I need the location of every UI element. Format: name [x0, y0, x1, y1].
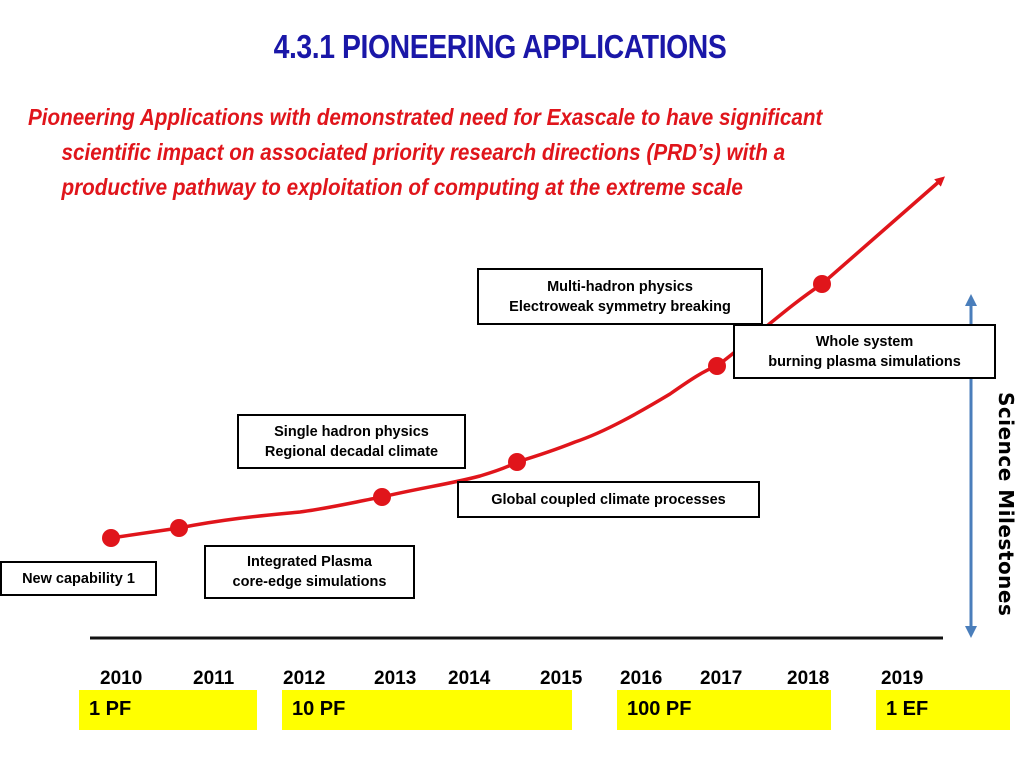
box-line: Global coupled climate processes [491, 491, 726, 508]
page-title: 4.3.1 PIONEERING APPLICATIONS [273, 28, 727, 65]
box-line: New capability 1 [22, 570, 135, 587]
box-line: Integrated Plasma [247, 554, 372, 570]
year-label: 2012 [283, 668, 326, 689]
milestone-dot [508, 453, 526, 471]
year-label: 2019 [881, 668, 924, 689]
performance-badge-1ef: 1 EF [876, 690, 1010, 730]
year-label: 2015 [540, 668, 583, 689]
box-global-climate: Global coupled climate processes [457, 481, 760, 518]
year-label: 2016 [620, 668, 663, 689]
performance-badge-10pf: 10 PF [282, 690, 572, 730]
year-label: 2014 [448, 668, 491, 689]
box-whole-system: Whole system burning plasma simulations [733, 324, 996, 379]
subtitle-line-1: Pioneering Applications with demonstrate… [28, 104, 823, 130]
box-line: Whole system [815, 333, 914, 350]
milestone-dot [373, 488, 391, 506]
year-label: 2011 [193, 668, 235, 689]
year-label: 2013 [374, 668, 417, 689]
box-multi-hadron: Multi-hadron physics Electroweak symmetr… [477, 268, 763, 325]
box-line: Electroweak symmetry breaking [509, 298, 731, 315]
year-label: 2018 [787, 668, 830, 689]
box-new-capability: New capability 1 [0, 561, 157, 596]
performance-badge-100pf: 100 PF [617, 690, 831, 730]
box-integrated-plasma: Integrated Plasma core-edge simulations [204, 545, 415, 599]
year-label: 2010 [100, 668, 143, 689]
year-label: 2017 [700, 668, 743, 689]
box-line: core-edge simulations [232, 574, 387, 590]
performance-badge-1pf: 1 PF [79, 690, 257, 730]
milestone-dot [813, 275, 831, 293]
milestone-dot [102, 529, 120, 547]
box-line: Multi-hadron physics [547, 278, 693, 295]
subtitle-line-3: productive pathway to exploitation of co… [61, 174, 743, 200]
box-line: Single hadron physics [274, 423, 429, 440]
box-line: burning plasma simulations [768, 353, 961, 370]
subtitle: Pioneering Applications with demonstrate… [28, 100, 880, 205]
subtitle-line-2: scientific impact on associated priority… [61, 139, 786, 165]
science-milestones-label: Science Milestones [994, 392, 1018, 617]
milestone-dot [170, 519, 188, 537]
box-single-hadron: Single hadron physics Regional decadal c… [237, 414, 466, 469]
milestone-dot [708, 357, 726, 375]
box-line: Regional decadal climate [264, 443, 439, 460]
